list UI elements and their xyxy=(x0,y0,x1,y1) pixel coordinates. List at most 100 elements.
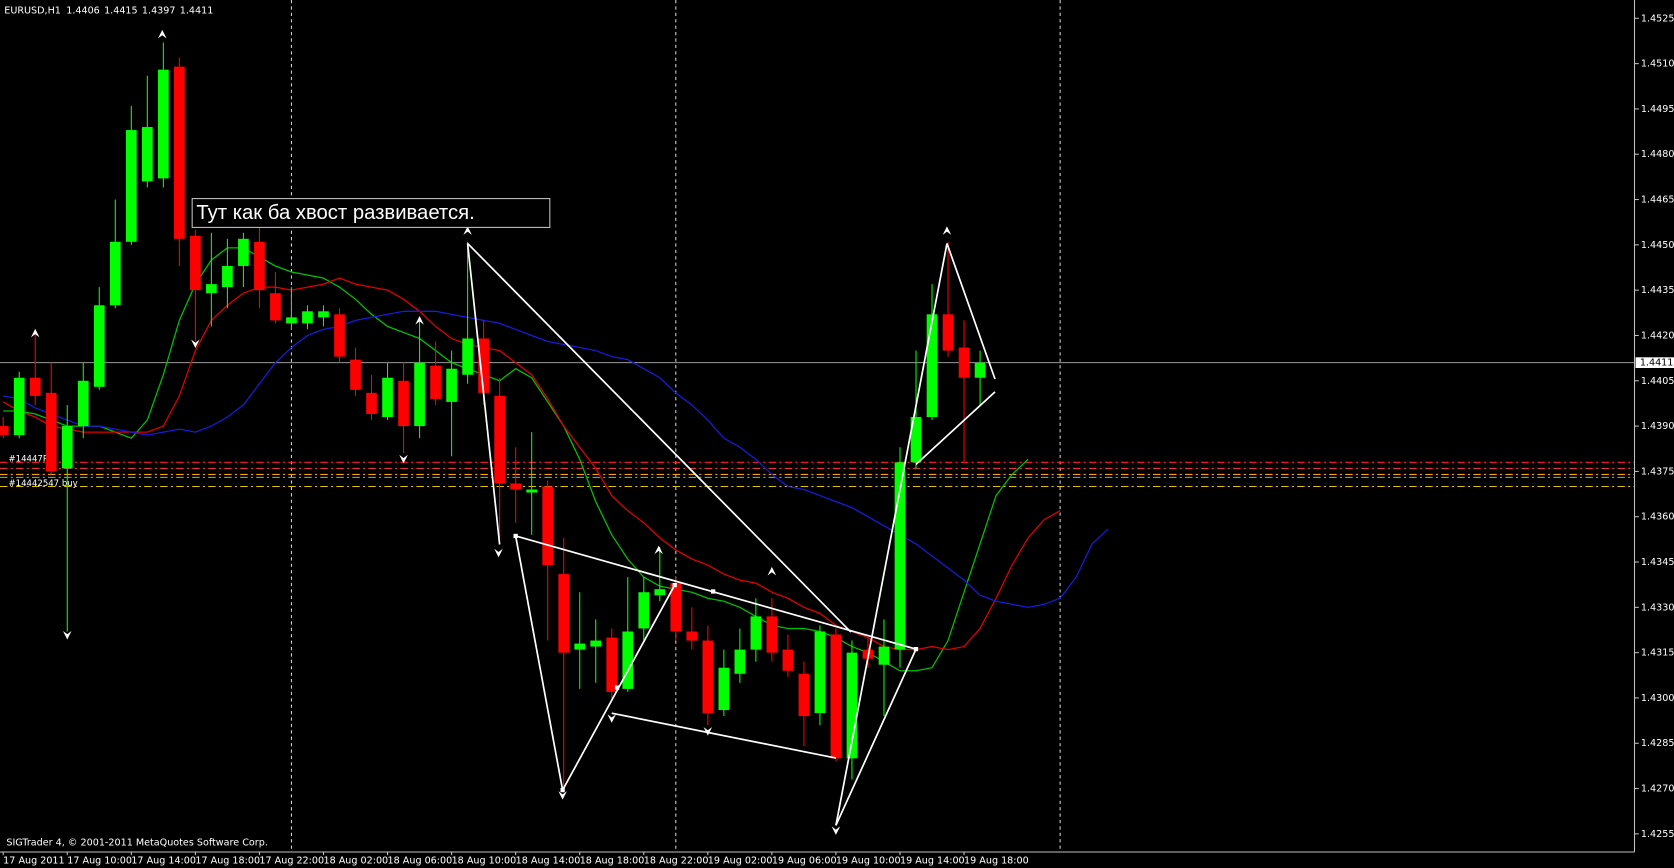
candle-body xyxy=(638,592,650,629)
candle-body xyxy=(686,631,698,641)
candle-body xyxy=(558,574,570,653)
candle-body xyxy=(382,377,393,418)
candle-body xyxy=(670,583,682,632)
candle-body xyxy=(718,667,730,711)
y-tick-label: 1.4495 xyxy=(1641,104,1674,115)
y-tick-label: 1.4405 xyxy=(1641,376,1674,387)
x-tick-label: 18 Aug 18:00 xyxy=(580,856,645,867)
chart-header: EURUSD,H1 1.4406 1.4415 1.4397 1.4411 xyxy=(4,6,213,17)
anchor-point xyxy=(913,646,919,652)
candle-body xyxy=(77,380,89,427)
candle-body xyxy=(974,362,986,378)
y-tick-label: 1.4285 xyxy=(1641,738,1674,749)
candle-body xyxy=(590,640,602,647)
trend-line xyxy=(915,391,996,466)
x-tick-label: 17 Aug 2011 xyxy=(3,856,64,867)
candle-body xyxy=(61,426,73,469)
candle-body xyxy=(494,395,505,484)
trend-line xyxy=(466,243,501,545)
fractal-down xyxy=(399,454,408,464)
candle-body xyxy=(254,241,265,291)
candle-body xyxy=(430,365,441,399)
header-high: 1.4415 xyxy=(104,6,138,17)
candle-body xyxy=(238,238,249,266)
fractal-up xyxy=(767,566,777,576)
candle-body xyxy=(462,338,473,375)
candle-body xyxy=(0,426,9,436)
fractal-down xyxy=(831,826,841,835)
x-tick-label: 19 Aug 14:00 xyxy=(900,856,965,867)
y-tick-label: 1.4435 xyxy=(1641,285,1674,296)
moving-average xyxy=(3,310,1109,608)
candle-body xyxy=(141,127,153,182)
anchor-point xyxy=(513,533,518,539)
header-close: 1.4411 xyxy=(180,6,214,17)
candle-body xyxy=(510,483,521,490)
candle-body xyxy=(13,377,25,436)
fractal-down xyxy=(607,714,617,723)
x-tick-label: 17 Aug 14:00 xyxy=(131,856,196,867)
candle-body xyxy=(398,380,409,427)
candle-body xyxy=(798,673,810,717)
day-separators xyxy=(290,0,1061,852)
x-tick-label: 18 Aug 22:00 xyxy=(644,856,709,867)
candle-body xyxy=(286,317,297,324)
x-tick-label: 18 Aug 14:00 xyxy=(516,856,581,867)
y-tick-label: 1.4510 xyxy=(1641,59,1674,70)
y-tick-label: 1.4300 xyxy=(1641,693,1674,704)
candle-body xyxy=(878,646,890,665)
y-tick-label: 1.4450 xyxy=(1641,240,1674,251)
x-tick-label: 17 Aug 18:00 xyxy=(195,856,260,867)
drawings xyxy=(466,242,996,826)
axes: 1.4525 1.4510 1.4495 1.4480 1.4465 1.4450 1.44… xyxy=(2,13,1674,867)
y-tick-label: 1.4345 xyxy=(1641,557,1674,568)
y-tick-label: 1.4315 xyxy=(1641,648,1674,659)
x-tick-label: 19 Aug 02:00 xyxy=(708,856,773,867)
candle-body xyxy=(766,616,778,653)
candle-body xyxy=(814,631,826,714)
candle-body xyxy=(846,652,858,759)
y-tick-label: 1.4270 xyxy=(1641,784,1674,795)
candle-body xyxy=(334,314,345,357)
candle-body xyxy=(174,66,185,239)
y-tick-label: 1.4465 xyxy=(1641,195,1674,206)
header-open: 1.4406 xyxy=(66,6,100,17)
candle-body xyxy=(158,69,169,179)
anchor-point xyxy=(614,685,620,690)
candle-body xyxy=(125,130,137,242)
anchor-point xyxy=(672,582,677,588)
candle-body xyxy=(206,284,217,294)
trend-line xyxy=(835,243,948,826)
order-levels: #14447R.. #14442547 buy xyxy=(0,362,1635,489)
order-label: #14442547 buy xyxy=(9,479,78,489)
y-tick-label: 1.4480 xyxy=(1641,149,1674,160)
candle-body xyxy=(478,338,489,393)
current-price-tag xyxy=(1635,357,1674,368)
candle-body xyxy=(734,649,746,674)
trend-line xyxy=(514,535,564,791)
header-low: 1.4397 xyxy=(142,6,176,17)
candle-body xyxy=(574,643,586,650)
candle-body xyxy=(350,359,361,390)
moving-average xyxy=(3,247,1029,672)
x-tick-label: 17 Aug 22:00 xyxy=(259,856,324,867)
x-tick-label: 18 Aug 06:00 xyxy=(388,856,453,867)
fractal-down xyxy=(558,791,567,800)
candle-body xyxy=(942,314,954,351)
candle-body xyxy=(894,462,906,650)
current-price-label: 1.4411 xyxy=(1640,358,1674,369)
candle-body xyxy=(622,631,634,689)
candles xyxy=(0,42,986,789)
x-tick-label: 17 Aug 10:00 xyxy=(67,856,132,867)
candle-body xyxy=(366,392,377,415)
fractal-up xyxy=(158,29,167,39)
fractal-up xyxy=(415,316,424,325)
fractal-up xyxy=(463,226,472,235)
trend-line xyxy=(515,535,917,650)
fractal-up xyxy=(30,328,40,338)
candle-body xyxy=(222,265,233,288)
candle-body xyxy=(93,305,105,387)
candle-body xyxy=(318,311,329,318)
